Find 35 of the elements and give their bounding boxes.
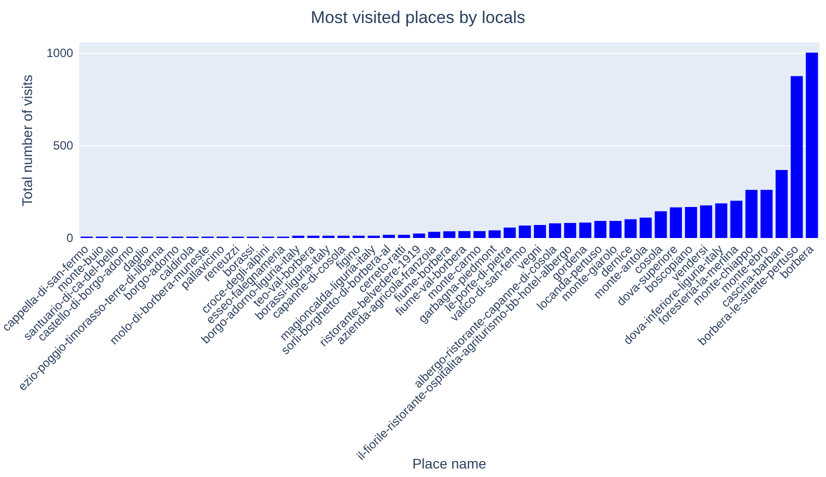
bar — [806, 52, 818, 238]
bar — [670, 207, 682, 238]
bar — [745, 190, 758, 238]
bar — [382, 234, 395, 238]
bar — [715, 203, 728, 238]
bar — [398, 234, 410, 238]
bar — [579, 222, 592, 238]
bar — [790, 76, 803, 238]
bar — [504, 228, 516, 238]
bar — [518, 226, 531, 238]
bar — [549, 223, 562, 238]
chart-title: Most visited places by locals — [310, 8, 526, 27]
bar — [534, 224, 546, 238]
bar — [760, 190, 773, 238]
bar — [730, 200, 742, 238]
y-tick-label: 500 — [53, 138, 74, 152]
bar — [564, 222, 576, 238]
y-axis-title: Total number of visits — [18, 74, 35, 206]
y-tick-label: 1000 — [46, 46, 74, 60]
bar — [488, 230, 501, 238]
y-tick-label: 0 — [66, 230, 74, 245]
bar — [413, 234, 426, 238]
bar — [654, 211, 667, 238]
bar — [473, 231, 486, 238]
bar — [458, 231, 470, 238]
bar — [428, 232, 440, 238]
x-axis-title: Place name — [412, 455, 486, 472]
bar — [443, 231, 456, 238]
bar — [609, 220, 622, 238]
bar — [684, 207, 698, 238]
bar — [700, 205, 712, 238]
bar — [640, 218, 652, 238]
bar — [624, 219, 637, 238]
bar — [776, 170, 788, 238]
bar — [594, 220, 606, 238]
